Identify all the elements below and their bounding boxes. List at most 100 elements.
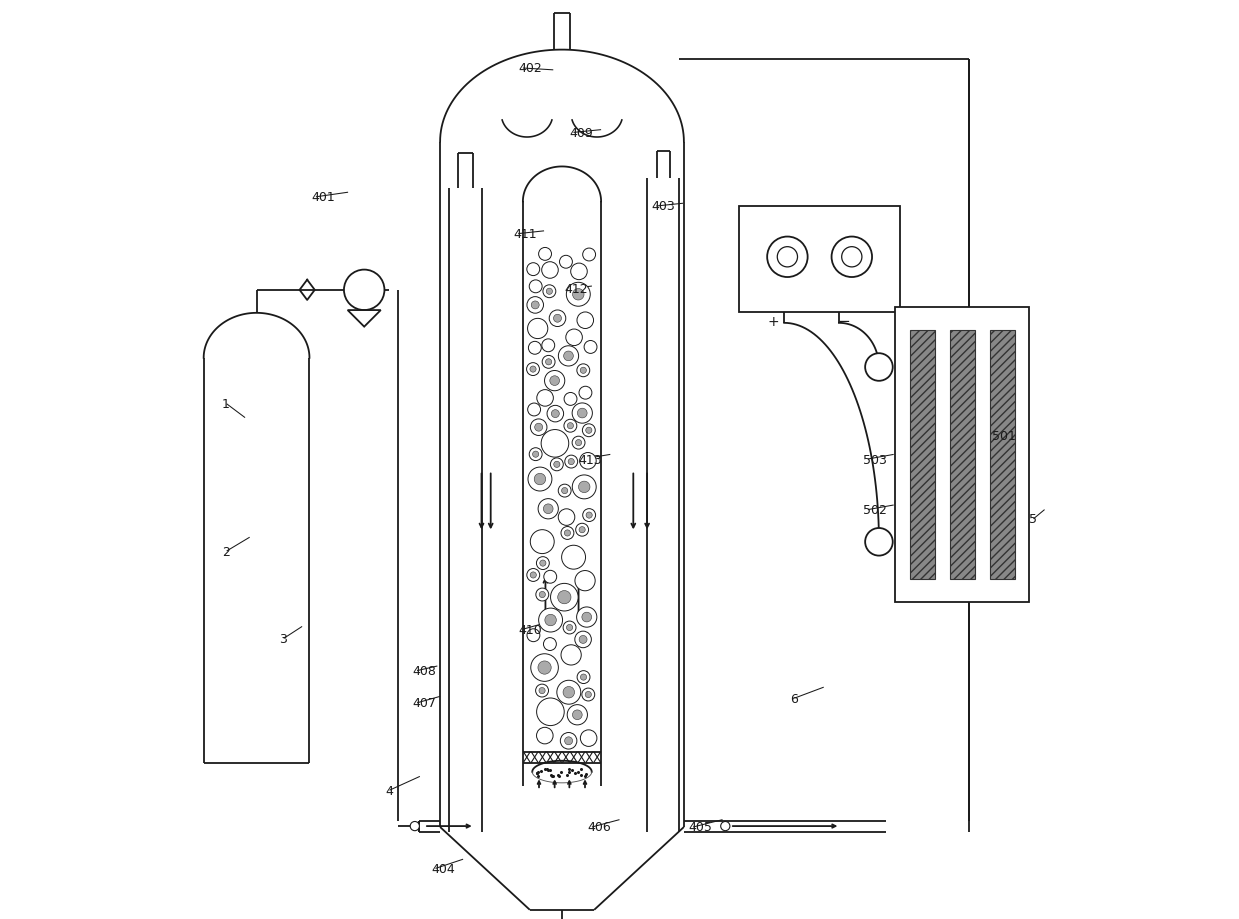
Circle shape bbox=[582, 613, 591, 622]
Circle shape bbox=[532, 301, 539, 310]
Circle shape bbox=[577, 409, 587, 418]
Circle shape bbox=[556, 681, 581, 705]
Circle shape bbox=[528, 468, 551, 492]
Circle shape bbox=[564, 352, 574, 361]
Circle shape bbox=[561, 645, 581, 665]
Circle shape bbox=[586, 427, 592, 434]
Circle shape bbox=[527, 630, 540, 642]
Circle shape bbox=[569, 459, 575, 465]
Circle shape bbox=[566, 330, 582, 346]
Circle shape bbox=[567, 705, 587, 725]
Text: 4: 4 bbox=[385, 784, 393, 797]
Circle shape bbox=[579, 482, 590, 494]
Circle shape bbox=[536, 698, 564, 726]
Circle shape bbox=[410, 822, 419, 831]
Circle shape bbox=[567, 423, 574, 429]
Text: 401: 401 bbox=[311, 191, 335, 204]
Circle shape bbox=[527, 569, 540, 582]
Circle shape bbox=[563, 686, 575, 698]
Circle shape bbox=[535, 424, 543, 432]
Circle shape bbox=[527, 363, 539, 376]
Circle shape bbox=[543, 356, 555, 369]
Circle shape bbox=[561, 546, 586, 570]
Circle shape bbox=[527, 298, 544, 314]
Circle shape bbox=[560, 256, 572, 269]
Circle shape bbox=[580, 675, 586, 680]
Circle shape bbox=[579, 636, 587, 643]
Circle shape bbox=[530, 573, 536, 578]
Text: 402: 402 bbox=[518, 62, 541, 75]
Circle shape bbox=[571, 264, 587, 280]
Circle shape bbox=[721, 822, 730, 831]
Circle shape bbox=[585, 692, 591, 698]
Circle shape bbox=[530, 367, 536, 373]
Circle shape bbox=[841, 247, 862, 267]
Circle shape bbox=[544, 505, 553, 514]
Circle shape bbox=[580, 368, 586, 374]
Circle shape bbox=[536, 728, 553, 744]
Circle shape bbox=[530, 654, 559, 682]
Circle shape bbox=[580, 730, 597, 746]
Circle shape bbox=[551, 410, 559, 418]
Circle shape bbox=[575, 440, 581, 447]
Circle shape bbox=[528, 403, 540, 416]
Circle shape bbox=[536, 557, 549, 570]
Circle shape bbox=[559, 484, 571, 497]
Text: 407: 407 bbox=[413, 697, 436, 709]
Circle shape bbox=[545, 359, 551, 366]
Circle shape bbox=[865, 528, 893, 556]
Circle shape bbox=[535, 685, 549, 698]
Circle shape bbox=[584, 341, 597, 354]
Circle shape bbox=[536, 391, 554, 407]
Text: 2: 2 bbox=[222, 545, 230, 558]
Circle shape bbox=[575, 571, 595, 591]
Circle shape bbox=[564, 420, 577, 433]
Circle shape bbox=[539, 592, 545, 598]
Circle shape bbox=[831, 237, 872, 278]
Text: 501: 501 bbox=[992, 430, 1016, 443]
Circle shape bbox=[554, 315, 561, 323]
Circle shape bbox=[530, 419, 546, 436]
Circle shape bbox=[565, 737, 572, 745]
Circle shape bbox=[561, 488, 567, 494]
Circle shape bbox=[534, 474, 545, 485]
Circle shape bbox=[577, 365, 590, 378]
Circle shape bbox=[580, 453, 596, 470]
Circle shape bbox=[550, 377, 560, 386]
Circle shape bbox=[344, 270, 384, 311]
Circle shape bbox=[550, 584, 579, 611]
Circle shape bbox=[572, 710, 582, 720]
Polygon shape bbox=[348, 311, 380, 327]
Circle shape bbox=[538, 499, 559, 519]
Circle shape bbox=[544, 638, 556, 651]
Circle shape bbox=[577, 671, 590, 684]
Circle shape bbox=[539, 687, 545, 694]
Circle shape bbox=[561, 527, 574, 539]
Circle shape bbox=[545, 615, 556, 626]
Circle shape bbox=[577, 312, 593, 329]
Circle shape bbox=[530, 530, 554, 554]
Circle shape bbox=[554, 461, 560, 468]
Circle shape bbox=[546, 289, 553, 295]
Circle shape bbox=[572, 437, 585, 449]
Circle shape bbox=[586, 513, 592, 518]
Text: 3: 3 bbox=[279, 632, 287, 645]
Circle shape bbox=[865, 354, 893, 381]
Text: 408: 408 bbox=[413, 664, 436, 677]
Text: 412: 412 bbox=[564, 283, 589, 296]
Circle shape bbox=[566, 283, 590, 307]
Circle shape bbox=[549, 311, 566, 327]
Circle shape bbox=[576, 524, 589, 537]
Circle shape bbox=[541, 339, 555, 352]
Circle shape bbox=[579, 527, 585, 533]
Circle shape bbox=[548, 406, 564, 423]
Bar bbox=[990, 331, 1015, 579]
Circle shape bbox=[558, 591, 571, 604]
Bar bbox=[740, 207, 900, 312]
Circle shape bbox=[539, 608, 563, 632]
Circle shape bbox=[559, 346, 579, 367]
Text: 503: 503 bbox=[864, 453, 887, 466]
Circle shape bbox=[550, 459, 564, 471]
Circle shape bbox=[544, 571, 556, 584]
Circle shape bbox=[566, 625, 572, 631]
